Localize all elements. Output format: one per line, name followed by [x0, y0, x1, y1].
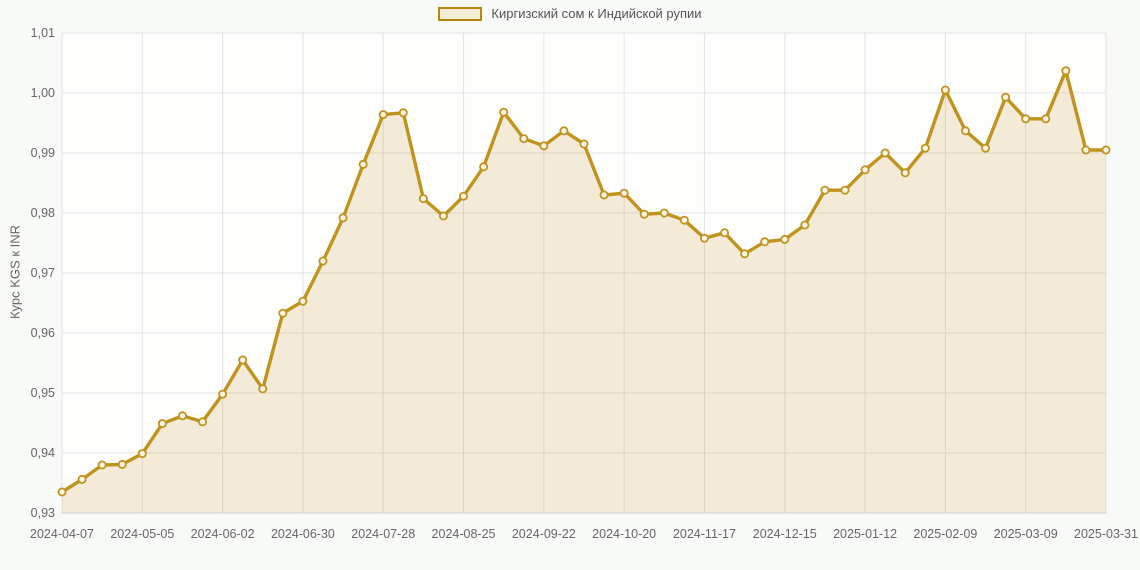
data-point-marker[interactable]	[960, 126, 970, 136]
data-point-marker[interactable]	[659, 208, 669, 218]
legend-item[interactable]: Киргизский сом к Индийской рупии	[0, 6, 1140, 21]
data-point-marker[interactable]	[459, 191, 469, 201]
y-tick-label: 0,96	[31, 326, 55, 340]
data-point-marker[interactable]	[338, 213, 348, 223]
data-point-marker[interactable]	[278, 308, 288, 318]
data-point-marker[interactable]	[1101, 145, 1111, 155]
x-tick-label: 2025-01-12	[833, 527, 897, 541]
x-tick-label: 2025-03-09	[994, 527, 1058, 541]
data-point-marker[interactable]	[559, 126, 569, 136]
data-point-marker[interactable]	[780, 234, 790, 244]
data-point-marker[interactable]	[499, 107, 509, 117]
x-tick-label: 2024-08-25	[432, 527, 496, 541]
data-point-marker[interactable]	[599, 190, 609, 200]
data-point-marker[interactable]	[117, 459, 127, 469]
data-point-marker[interactable]	[77, 474, 87, 484]
x-tick-label: 2024-10-20	[592, 527, 656, 541]
data-point-marker[interactable]	[97, 460, 107, 470]
x-tick-label: 2024-06-02	[191, 527, 255, 541]
legend-label: Киргизский сом к Индийской рупии	[491, 6, 702, 21]
data-point-marker[interactable]	[720, 228, 730, 238]
data-point-marker[interactable]	[418, 194, 428, 204]
data-point-marker[interactable]	[820, 185, 830, 195]
data-point-marker[interactable]	[860, 165, 870, 175]
data-point-marker[interactable]	[137, 449, 147, 459]
data-point-marker[interactable]	[840, 185, 850, 195]
y-tick-label: 1,01	[31, 26, 55, 40]
x-tick-label: 2024-05-05	[110, 527, 174, 541]
data-point-marker[interactable]	[519, 134, 529, 144]
series-area	[62, 70, 1106, 514]
data-point-marker[interactable]	[679, 215, 689, 225]
x-tick-label: 2024-06-30	[271, 527, 335, 541]
data-point-marker[interactable]	[398, 108, 408, 118]
data-point-marker[interactable]	[1061, 66, 1071, 76]
data-point-marker[interactable]	[177, 411, 187, 421]
y-tick-label: 0,97	[31, 266, 55, 280]
data-point-marker[interactable]	[378, 110, 388, 120]
x-tick-label: 2025-03-31	[1074, 527, 1138, 541]
data-point-marker[interactable]	[298, 296, 308, 306]
data-point-marker[interactable]	[1021, 114, 1031, 124]
data-point-marker[interactable]	[639, 209, 649, 219]
data-point-marker[interactable]	[57, 487, 67, 497]
x-tick-label: 2024-12-15	[753, 527, 817, 541]
data-point-marker[interactable]	[1041, 114, 1051, 124]
data-point-marker[interactable]	[1081, 145, 1091, 155]
data-point-marker[interactable]	[238, 355, 248, 365]
x-tick-label: 2024-11-17	[673, 527, 736, 541]
data-point-marker[interactable]	[1001, 92, 1011, 102]
data-point-marker[interactable]	[940, 85, 950, 95]
data-point-marker[interactable]	[198, 417, 208, 427]
data-point-marker[interactable]	[358, 159, 368, 169]
x-tick-label: 2024-09-22	[512, 527, 576, 541]
data-point-marker[interactable]	[258, 384, 268, 394]
data-point-marker[interactable]	[479, 162, 489, 172]
data-point-marker[interactable]	[539, 141, 549, 151]
data-point-marker[interactable]	[920, 143, 930, 153]
data-point-marker[interactable]	[318, 256, 328, 266]
data-point-marker[interactable]	[157, 419, 167, 429]
data-point-marker[interactable]	[981, 143, 991, 153]
data-point-marker[interactable]	[900, 168, 910, 178]
y-tick-label: 0,95	[31, 386, 55, 400]
y-tick-label: 1,00	[31, 86, 55, 100]
data-point-marker[interactable]	[880, 148, 890, 158]
data-point-marker[interactable]	[579, 139, 589, 149]
y-tick-label: 0,98	[31, 206, 55, 220]
y-axis-title: Курс KGS к INR	[7, 224, 23, 320]
legend-swatch-icon	[438, 6, 483, 21]
y-tick-label: 0,94	[31, 446, 55, 460]
data-point-marker[interactable]	[438, 211, 448, 221]
y-tick-label: 0,93	[31, 506, 55, 520]
data-point-marker[interactable]	[740, 249, 750, 259]
x-tick-label: 2024-04-07	[30, 527, 94, 541]
data-point-marker[interactable]	[800, 220, 810, 230]
x-tick-label: 2024-07-28	[351, 527, 415, 541]
data-point-marker[interactable]	[699, 233, 709, 243]
data-point-marker[interactable]	[218, 389, 228, 399]
y-tick-label: 0,99	[31, 146, 55, 160]
x-tick-label: 2025-02-09	[913, 527, 977, 541]
data-point-marker[interactable]	[760, 237, 770, 247]
data-point-marker[interactable]	[619, 188, 629, 198]
